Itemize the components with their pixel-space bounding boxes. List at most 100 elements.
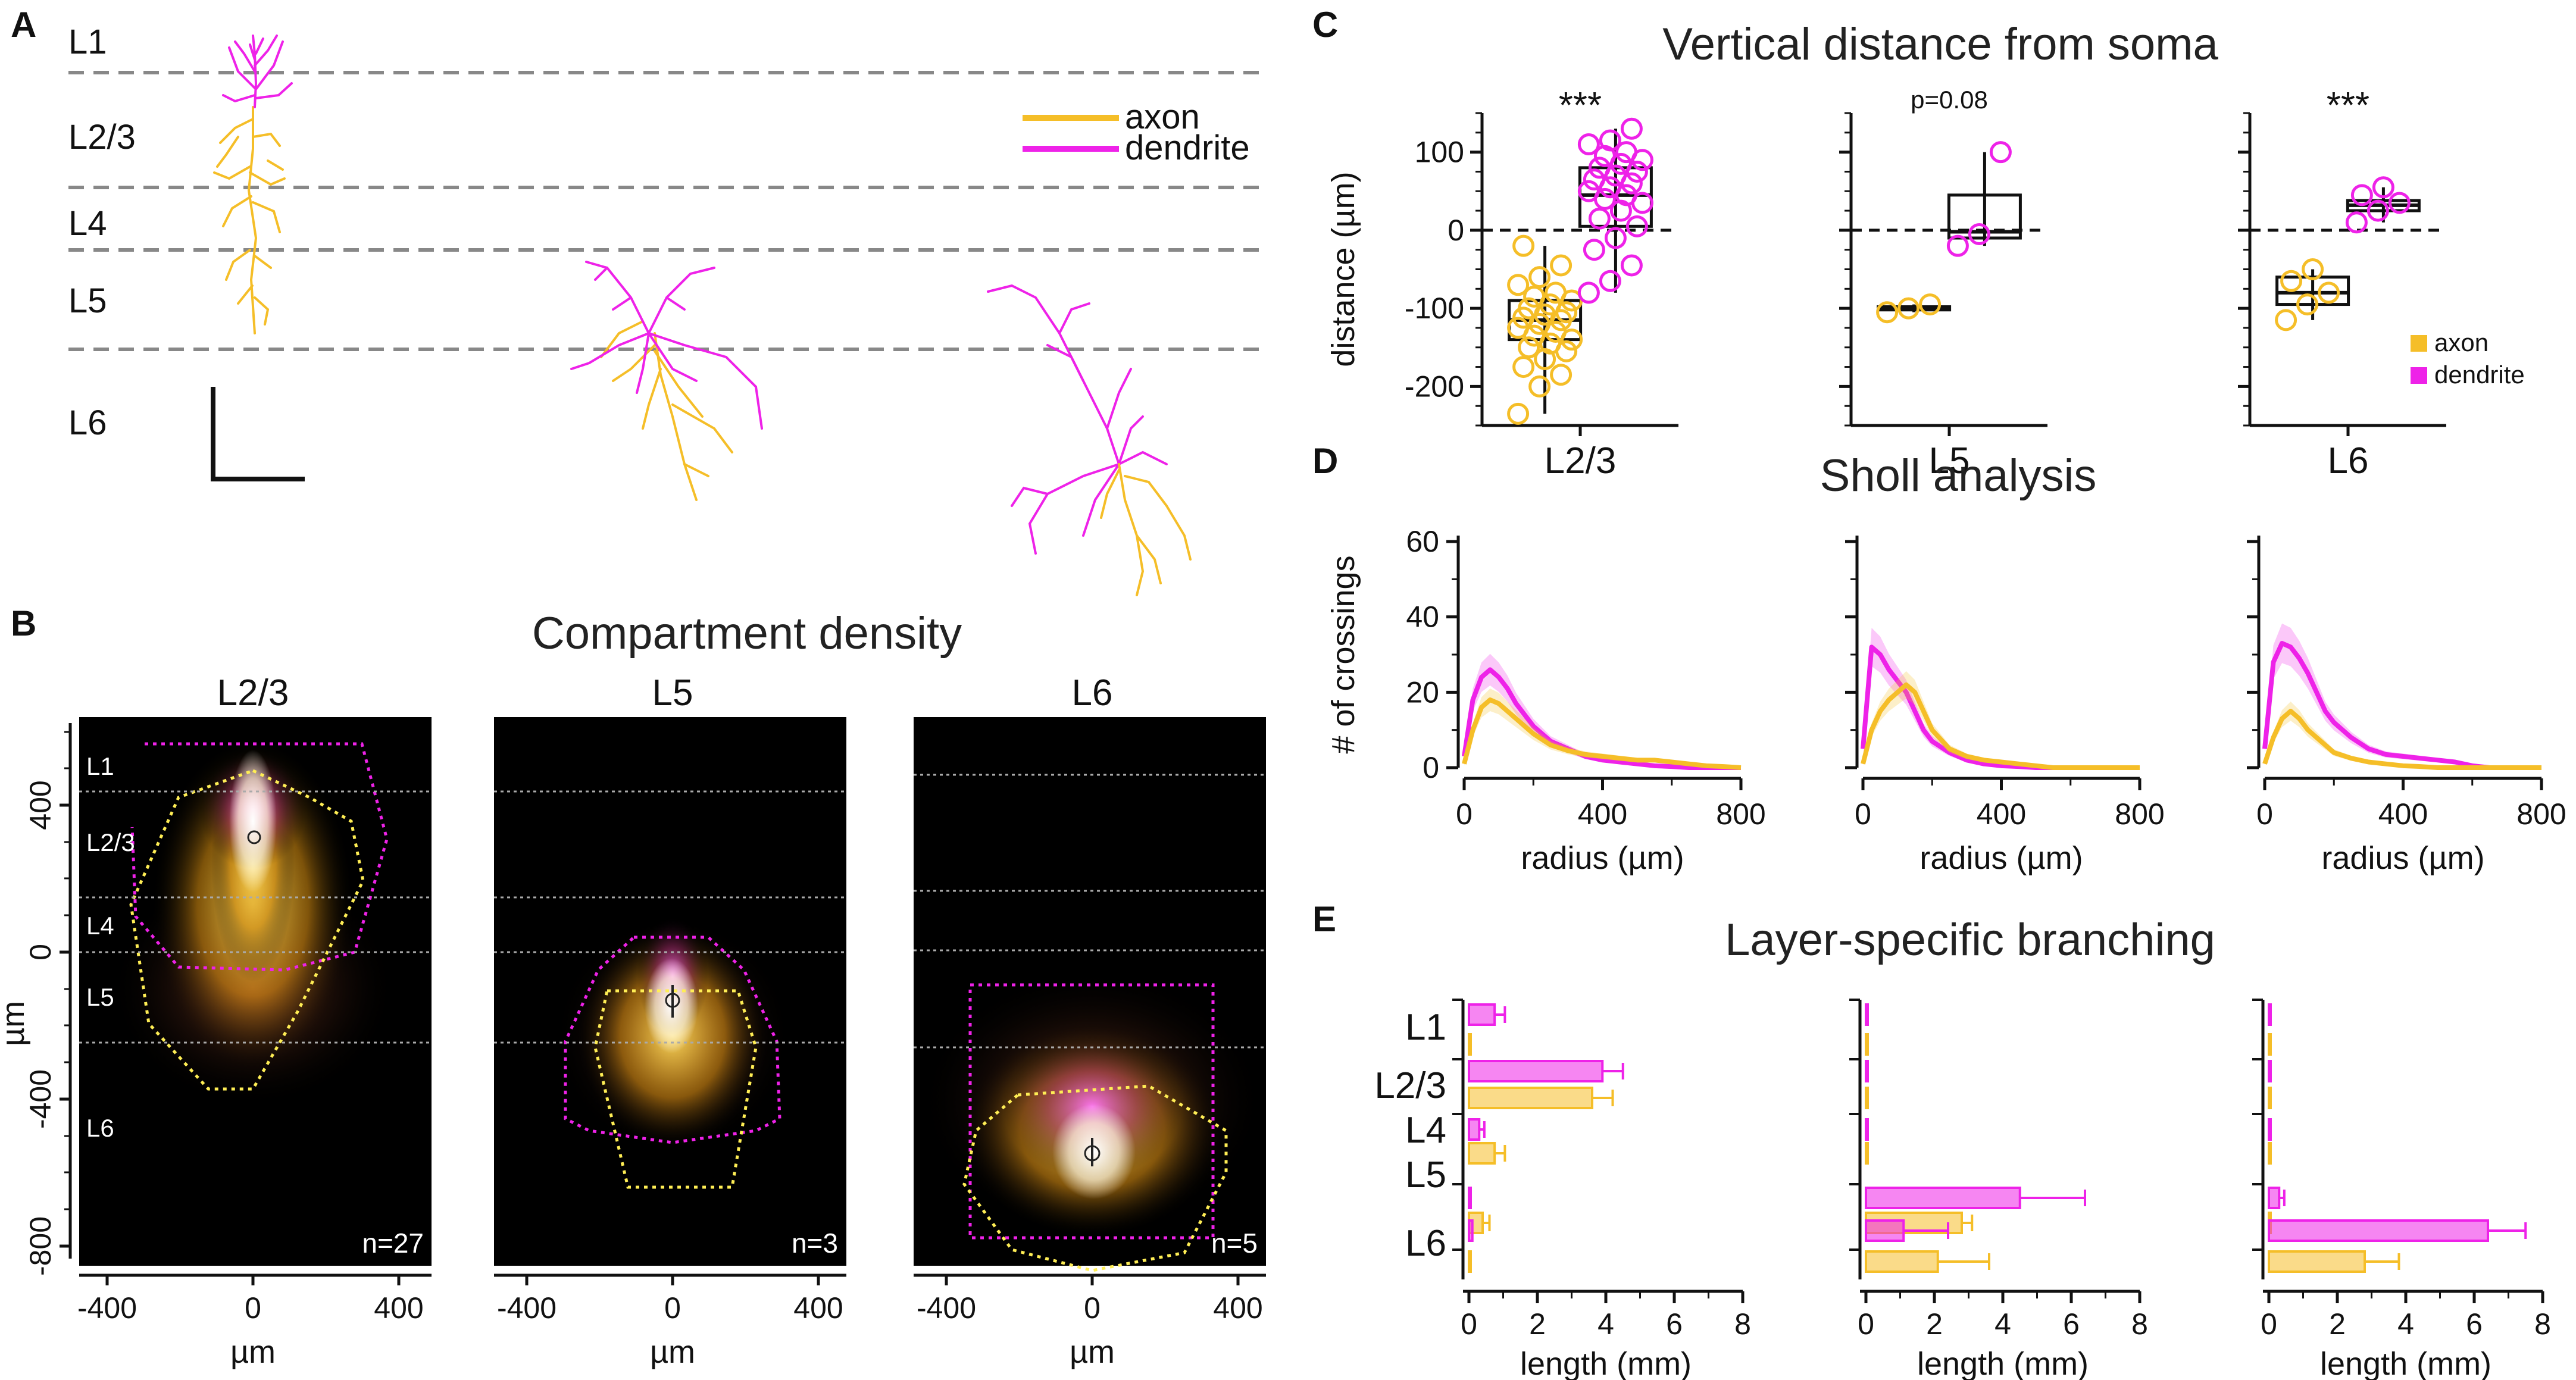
axon-point [1512, 356, 1535, 378]
e-xlabel: length (mm) [1520, 1346, 1692, 1380]
axon-point [1528, 266, 1551, 289]
axon-point [1528, 375, 1551, 398]
layer-label-l4: L4 [68, 204, 107, 243]
axon-point [1550, 254, 1573, 277]
b1-xtick-neg400: -400 [77, 1291, 137, 1325]
d-xtick-label: 400 [1977, 797, 2026, 831]
e-xtick-label: 6 [2466, 1307, 2483, 1341]
c-ytick-label: -100 [1405, 292, 1464, 325]
e-xtick-label: 4 [1598, 1307, 1614, 1341]
axon-bar [1468, 1033, 1472, 1056]
legend-axon-label: axon [1125, 98, 1200, 136]
dendrite-bar [1865, 1187, 2021, 1209]
b3-xlabel: µm [1070, 1334, 1115, 1370]
panel-d: Sholl analysis # of crossings 0 20 40 60 0 400 8… [1325, 450, 2566, 876]
dendrite-point [1620, 254, 1643, 277]
panel-b-y-ticks [60, 731, 70, 1248]
d-subplot-L5: 0 400 800 radius (µm) [1845, 536, 2165, 876]
heatmap-layer-l6: L6 [86, 1114, 114, 1142]
b3-xtick-400: 400 [1213, 1291, 1262, 1325]
b2-xtick-neg400: -400 [497, 1291, 557, 1325]
layer-label-l1: L1 [68, 23, 107, 61]
dendrite-point [2388, 192, 2411, 214]
axon-point [1919, 293, 1942, 316]
axon-point [2296, 293, 2319, 316]
axon-point [1507, 274, 1530, 296]
b3-xtick-0: 0 [1084, 1291, 1101, 1325]
e-subplot-L6: 0 2 4 6 8 length (mm) [2252, 999, 2551, 1380]
axon-point [1545, 281, 1567, 304]
neuron-morphology-l23 [213, 35, 293, 334]
dendrite-line [1861, 644, 2140, 770]
dendrite-point [1577, 133, 1600, 155]
dendrite-point [1615, 141, 1637, 164]
c-ytick-label: -200 [1405, 370, 1464, 403]
d-ytick-label: 0 [1423, 751, 1439, 784]
density-map-l5: n=3 [494, 717, 846, 1266]
b-ylabel: µm [0, 1001, 31, 1046]
axon-bar [1468, 1087, 1593, 1109]
d-xlabel: radius (µm) [2321, 840, 2484, 876]
e-subplot-L23: 0 2 4 6 8 length (mm) [1452, 999, 1751, 1380]
axon-bar [1468, 1250, 1472, 1273]
axon-bar [2268, 1033, 2272, 1056]
dendrite-point [1583, 239, 1605, 261]
e-category-label: L1 [1405, 1007, 1446, 1048]
dendrite-point [1599, 129, 1621, 152]
panel-c-title: Vertical distance from soma [1662, 19, 2218, 70]
dendrite-point [1588, 157, 1611, 179]
heatmap-title-l23: L2/3 [217, 672, 289, 714]
dendrite-point [1577, 281, 1600, 304]
e-xtick-label: 6 [2063, 1307, 2080, 1341]
axon-bar [1865, 1033, 1869, 1056]
e-category-label: L5 [1405, 1154, 1446, 1196]
d-ytick-label: 20 [1406, 675, 1439, 709]
e-xtick-label: 2 [2329, 1307, 2346, 1341]
b1-xlabel: µm [230, 1334, 276, 1370]
b-ytick-neg400: -400 [24, 1069, 57, 1129]
axon-point [1512, 234, 1535, 257]
b-ytick-0: 0 [24, 944, 57, 960]
axon-point [1897, 297, 1920, 320]
d-xtick-label: 800 [2516, 797, 2566, 831]
dendrite-point [1604, 227, 1627, 249]
sig-label: *** [2327, 85, 2369, 126]
e-xtick-label: 0 [1858, 1307, 1874, 1341]
b2-xtick-0: 0 [664, 1291, 681, 1325]
panel-c: Vertical distance from soma distance (µm)… [1325, 19, 2525, 481]
dendrite-bar [2268, 1187, 2281, 1209]
heatmap-layer-l4: L4 [86, 912, 114, 940]
c-group-label: L5 [1929, 440, 1970, 481]
dendrite-bar [2268, 1219, 2489, 1242]
dendrite-point [2350, 184, 2373, 206]
c-ytick-label: 0 [1448, 214, 1464, 247]
b-x-axis-2 [494, 1273, 846, 1285]
e-xtick-label: 8 [1734, 1307, 1751, 1341]
density-map-l23: L1 L2/3 L4 L5 L6 n=27 [79, 717, 432, 1266]
panel-label-e: E [1312, 899, 1336, 939]
e-xtick-label: 8 [2534, 1307, 2551, 1341]
d-ylabel: # of crossings [1325, 555, 1361, 753]
b3-xtick-neg400: -400 [917, 1291, 976, 1325]
dendrite-bar [2268, 1060, 2272, 1082]
d-xtick-label: 0 [1855, 797, 1871, 831]
neuron-morphology-l5 [570, 261, 763, 501]
panel-b: Compartment density L2/3 L5 L6 L1 L2/3 L… [0, 608, 1266, 1370]
dendrite-point [1588, 207, 1611, 230]
scale-bar [211, 387, 305, 481]
legend-axon-swatch [2411, 335, 2427, 352]
axon-line [1861, 682, 2140, 770]
sig-label: p=0.08 [1911, 86, 1988, 114]
b-x-axis-3 [914, 1273, 1266, 1285]
axon-bar [1865, 1250, 1939, 1273]
axon-line [1462, 697, 1742, 770]
axon-bar [2268, 1142, 2272, 1165]
panel-label-d: D [1312, 441, 1338, 481]
sig-label: *** [1559, 85, 1602, 126]
legend-dendrite-swatch [2411, 367, 2427, 384]
dendrite-bar [1468, 1219, 1474, 1242]
e-xtick-label: 8 [2131, 1307, 2148, 1341]
d-xtick-label: 0 [1456, 797, 1473, 831]
heatmap-n-l23: n=27 [362, 1228, 424, 1259]
